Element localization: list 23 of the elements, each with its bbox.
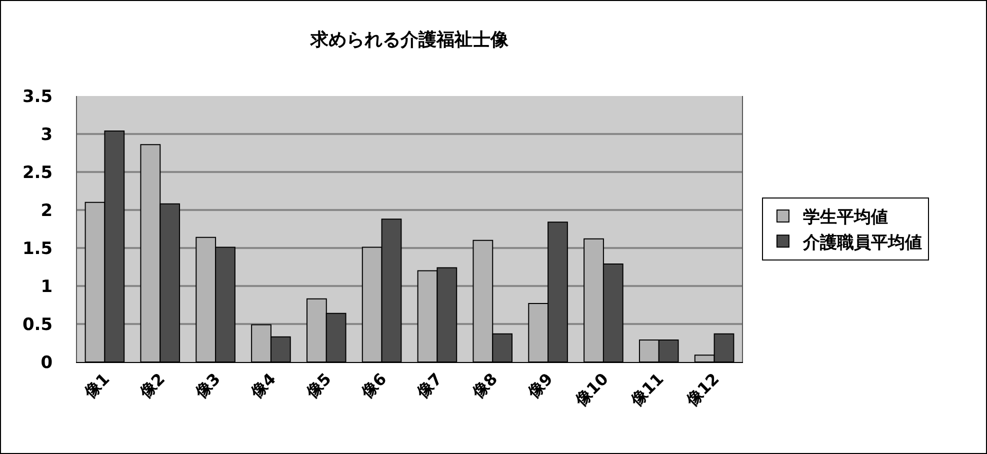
legend-label: 介護職員平均値 <box>802 232 922 253</box>
legend-label: 学生平均値 <box>802 208 888 228</box>
y-tick-label: 3.5 <box>22 86 53 107</box>
y-tick-label: 0 <box>40 352 53 373</box>
x-tick-label: 像12 <box>682 369 723 410</box>
x-tick-label: 像10 <box>570 369 612 410</box>
x-tick-label: 像7 <box>412 369 446 403</box>
x-tick-label: 像6 <box>356 369 390 403</box>
y-tick-label: 0.5 <box>22 314 53 335</box>
y-tick-label: 1.5 <box>22 238 53 259</box>
x-tick-label: 像11 <box>626 369 668 410</box>
x-tick-label: 像5 <box>302 369 335 403</box>
x-tick-label: 像8 <box>468 369 502 403</box>
x-tick-label: 像1 <box>80 369 114 403</box>
y-tick-label: 2 <box>40 200 53 221</box>
y-tick-label: 1 <box>40 276 53 297</box>
chart-title: 求められる介護福祉士像 <box>310 29 510 50</box>
x-tick-label: 像2 <box>135 369 169 403</box>
x-tick-label: 像3 <box>190 369 224 403</box>
y-tick-label: 2.5 <box>22 162 53 183</box>
y-tick-label: 3 <box>40 124 53 145</box>
x-tick-label: 像4 <box>246 369 280 403</box>
x-tick-label: 像9 <box>523 369 557 403</box>
